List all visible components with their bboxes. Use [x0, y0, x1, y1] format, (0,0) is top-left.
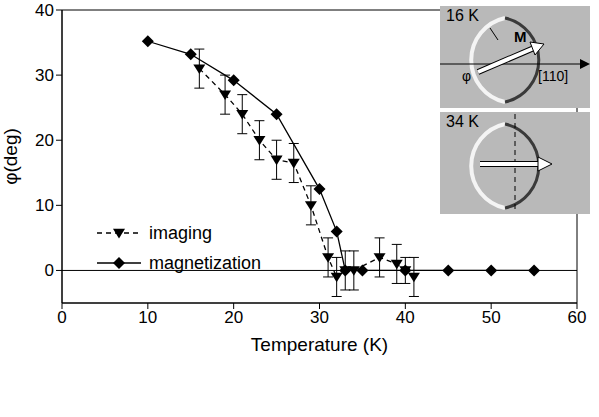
html-text:imaging: imaging [149, 222, 212, 243]
svg-text:50: 50 [482, 308, 501, 327]
html-text:φ: φ [462, 68, 472, 84]
html-text:34 K: 34 K [446, 113, 479, 130]
svg-text:Temperature (K): Temperature (K) [251, 334, 388, 355]
html-text:16 K: 16 K [446, 7, 479, 24]
html-text:[110]: [110] [538, 68, 569, 84]
svg-text:10: 10 [138, 308, 157, 327]
svg-text:0: 0 [45, 261, 54, 280]
svg-text:30: 30 [35, 66, 54, 85]
svg-text:60: 60 [568, 308, 587, 327]
svg-text:20: 20 [224, 308, 243, 327]
html-text:magnetization: magnetization [149, 252, 262, 273]
svg-text:30: 30 [310, 308, 329, 327]
svg-text:40: 40 [35, 1, 54, 20]
svg-text:20: 20 [35, 131, 54, 150]
html-text:M: M [514, 28, 527, 45]
svg-text:φ(deg): φ(deg) [0, 128, 21, 185]
svg-text:10: 10 [35, 196, 54, 215]
svg-text:40: 40 [396, 308, 415, 327]
svg-text:0: 0 [57, 308, 66, 327]
